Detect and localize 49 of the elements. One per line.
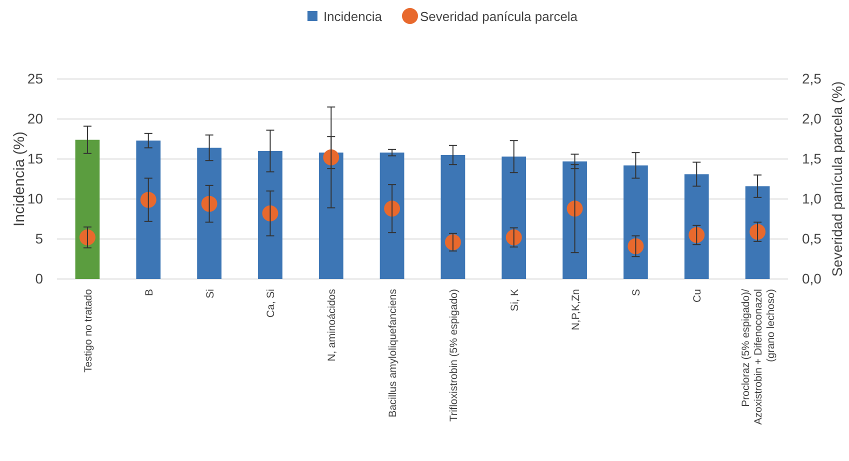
legend-label: Severidad panícula parcela	[420, 9, 578, 24]
y-tick-label: 25	[27, 70, 44, 86]
x-tick-label: Cu	[692, 288, 704, 302]
y2-tick-label: 2,5	[802, 70, 822, 86]
y-tick-label: 10	[27, 190, 44, 206]
x-tick-label: B	[143, 289, 156, 296]
x-tick-label: N,P,K,Zn	[570, 288, 582, 330]
legend-label: Incidencia	[323, 9, 383, 24]
y2-tick-label: 2,0	[802, 110, 822, 126]
point	[444, 234, 461, 250]
bar	[318, 152, 344, 279]
x-tick-label: Si	[204, 289, 216, 298]
bar	[440, 155, 466, 279]
y-tick-label: 20	[27, 110, 44, 126]
x-tick-label: S	[630, 289, 643, 296]
bar	[624, 165, 648, 279]
point	[628, 238, 644, 254]
point	[79, 229, 96, 246]
point	[323, 149, 340, 166]
y-axis-title: Incidencia (%)	[11, 131, 28, 227]
bar	[75, 140, 100, 279]
x-tick-label: Testigo no tratado	[82, 288, 94, 372]
bar	[562, 161, 587, 279]
point	[688, 227, 705, 243]
point	[506, 229, 522, 246]
x-tick-label: Trifloxistrobin (5% espigado)	[448, 289, 460, 422]
bar	[136, 140, 161, 279]
y2-axis-title: Severidad panícula parcela (%)	[829, 81, 845, 277]
point	[384, 200, 400, 217]
x-tick-label: Ca, Si	[265, 289, 278, 318]
y2-tick-label: 0,0	[802, 270, 822, 286]
y-tick-label: 5	[35, 230, 44, 246]
y2-tick-label: 0,5	[802, 230, 822, 246]
point	[750, 224, 766, 240]
y2-tick-label: 1,0	[802, 190, 822, 206]
x-tick-label: Si, K	[508, 289, 521, 312]
bar	[502, 156, 526, 279]
point	[566, 200, 583, 217]
bar	[380, 152, 404, 279]
x-tick-label: N, aminoácidos	[326, 289, 338, 362]
x-tick-label: Bacillus amyloliquefanciens	[387, 289, 400, 418]
y-tick-label: 0	[35, 270, 44, 286]
bar	[197, 148, 222, 279]
point	[262, 205, 278, 222]
x-tick-label: Procloraz (5% espigado)/ Azoxistrobin + Difenoconazol (grano lechoso)	[740, 288, 778, 425]
point	[201, 196, 218, 212]
point	[140, 192, 156, 208]
y-tick-label: 15	[27, 150, 44, 166]
y2-tick-label: 1,5	[802, 150, 822, 166]
